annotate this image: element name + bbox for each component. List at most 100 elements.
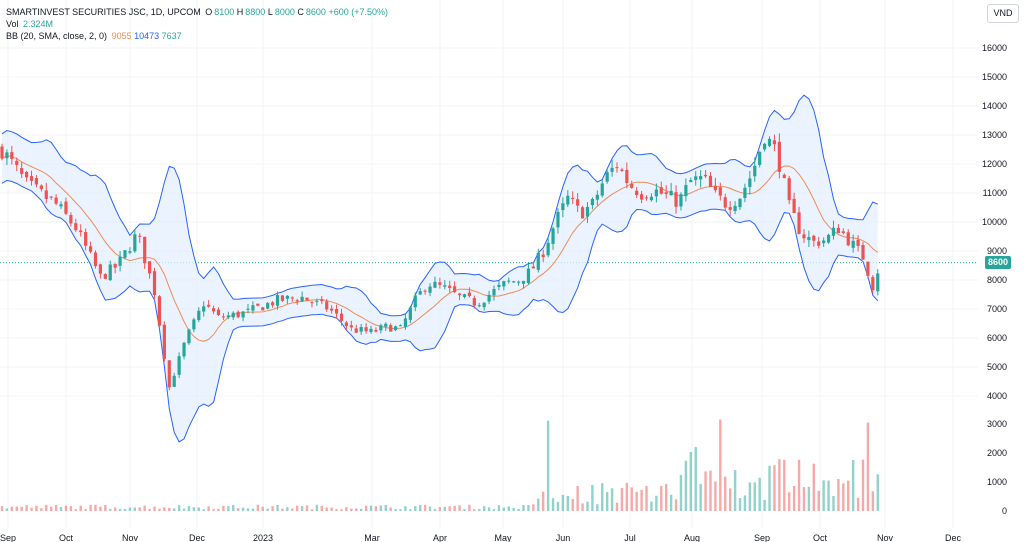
candle-body <box>403 318 408 328</box>
volume-bar <box>384 505 387 511</box>
volume-tick-label: 2000 <box>987 448 1007 458</box>
volume-bar <box>359 508 363 511</box>
volume-bar <box>423 504 427 511</box>
volume-bar <box>399 509 402 511</box>
candle-body <box>423 290 427 292</box>
candle-body <box>443 285 447 287</box>
candle-body <box>718 187 722 196</box>
candle-body <box>654 189 658 197</box>
candle-body <box>807 237 811 241</box>
candle-body <box>482 302 486 308</box>
volume-bar <box>615 502 619 511</box>
volume-bar <box>665 484 668 511</box>
volume-bar <box>84 509 87 511</box>
candle-body <box>34 178 39 185</box>
candle-body <box>723 197 727 208</box>
candle-body <box>0 146 4 159</box>
volume-bars <box>0 419 879 511</box>
candle-body <box>20 168 24 175</box>
candle-body <box>162 324 166 359</box>
volume-bar <box>822 480 825 511</box>
candle-body <box>271 302 275 306</box>
volume-bar <box>581 503 584 511</box>
volume-bar <box>217 508 220 511</box>
volume-bar <box>256 504 260 511</box>
volume-bar <box>104 505 107 511</box>
candle-body <box>871 277 875 291</box>
candle-body <box>300 296 304 302</box>
candle-body <box>743 187 747 198</box>
volume-bar <box>640 489 643 511</box>
volume-tick-label: 3000 <box>987 419 1007 429</box>
volume-bar <box>300 506 304 511</box>
candle-body <box>831 227 836 236</box>
candle-body <box>526 268 531 284</box>
volume-bar <box>537 498 540 511</box>
volume-bar <box>335 509 338 511</box>
candle-body <box>585 206 590 217</box>
volume-bar <box>281 508 284 511</box>
bb-lower-line <box>1 179 879 443</box>
price-tick-label: 10000 <box>982 217 1007 227</box>
low-value: 8000 <box>274 7 295 17</box>
price-tick-label: 15000 <box>982 72 1007 82</box>
candle-body <box>758 151 762 165</box>
candle-body <box>290 297 294 299</box>
candle-body <box>177 356 181 375</box>
volume-bar <box>851 460 855 511</box>
volume-bar <box>251 508 255 511</box>
candle-body <box>408 307 412 320</box>
candle-body <box>866 261 870 276</box>
time-tick-label: Jun <box>556 533 571 542</box>
candle-body <box>635 190 639 196</box>
candle-body <box>236 311 240 318</box>
candle-body <box>84 231 88 246</box>
candle-body <box>453 286 457 293</box>
volume-bar <box>527 505 530 511</box>
candle-body <box>418 291 422 295</box>
high-value: 8800 <box>245 7 266 17</box>
candle-body <box>197 310 201 321</box>
volume-bar <box>463 509 466 511</box>
volume-bar <box>404 506 407 511</box>
candle-body <box>615 167 619 169</box>
volume-bar <box>128 507 132 511</box>
volume-bar <box>743 495 747 511</box>
volume-bar <box>733 470 737 511</box>
volume-bar <box>842 483 845 511</box>
candle-body <box>664 192 668 194</box>
candle-body <box>703 174 708 177</box>
candle-body <box>266 303 270 309</box>
volume-bar <box>192 507 196 511</box>
candle-body <box>359 326 363 332</box>
candle-body <box>226 315 230 318</box>
currency-button[interactable]: VND <box>987 4 1019 23</box>
candle-body <box>497 284 501 287</box>
volume-bar <box>635 491 638 511</box>
candle-body <box>152 271 157 296</box>
volume-bar <box>448 506 451 511</box>
time-tick-label: Sep <box>754 533 770 542</box>
candle-body <box>192 319 196 330</box>
volume-bar <box>502 507 506 511</box>
candle-body <box>684 185 688 197</box>
candle-body <box>433 281 437 288</box>
candle-body <box>669 190 673 196</box>
candle-body <box>246 308 250 310</box>
candle-body <box>10 152 14 159</box>
volume-bar <box>163 507 166 511</box>
candle-body <box>295 300 299 302</box>
volume-bar <box>158 508 161 511</box>
volume-bar <box>482 506 486 511</box>
volume-bar <box>433 508 437 511</box>
candle-body <box>369 328 373 332</box>
candle-body <box>133 234 137 252</box>
volume-bar <box>236 508 240 511</box>
volume-bar <box>783 459 786 511</box>
low-label: L <box>267 7 273 17</box>
candle-body <box>280 295 285 301</box>
candle-body <box>261 307 265 311</box>
price-tick-label: 4000 <box>987 391 1007 401</box>
volume-bar <box>350 508 353 511</box>
